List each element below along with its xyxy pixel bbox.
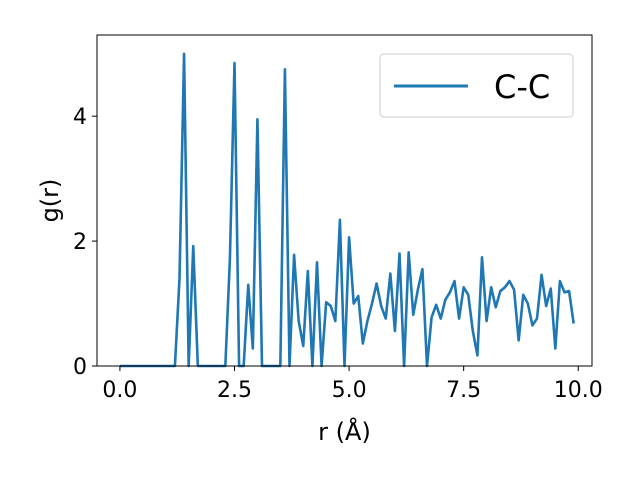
legend-entry-label: C-C	[494, 68, 550, 106]
x-tick-label: 2.5	[217, 378, 252, 403]
plot-area	[96, 34, 593, 368]
y-axis-label: g(r)	[36, 179, 64, 223]
plot-frame	[96, 34, 593, 367]
x-tick-label: 5.0	[332, 378, 367, 403]
y-tick-label: 2	[73, 230, 87, 255]
y-axis: 0 2 4	[73, 105, 97, 380]
y-tick-label: 0	[73, 355, 87, 380]
legend: C-C	[379, 53, 574, 118]
x-axis-label: r (Å)	[318, 417, 371, 446]
x-axis: 0.0 2.5 5.0 7.5 10.0	[102, 366, 603, 403]
legend-box	[379, 53, 574, 118]
x-tick-label: 0.0	[102, 378, 137, 403]
x-tick-label: 7.5	[446, 378, 481, 403]
series-line-c-c	[119, 52, 575, 368]
x-tick-label: 10.0	[554, 378, 603, 403]
y-tick-label: 4	[73, 105, 87, 130]
